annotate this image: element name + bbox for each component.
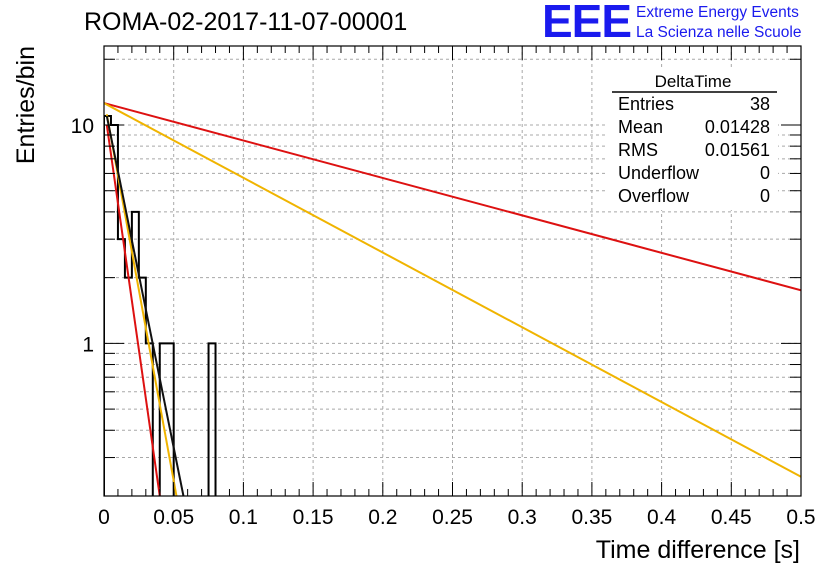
x-tick-label: 0.2: [368, 506, 397, 529]
stats-title: DeltaTime: [655, 72, 732, 91]
stats-label: Entries: [618, 94, 674, 114]
stats-value: 0: [760, 163, 770, 183]
stats-box-bg: [608, 70, 778, 210]
stats-value: 0.01428: [705, 117, 770, 137]
y-tick-labels: 1 10: [71, 115, 94, 356]
logo-line-1: Extreme Energy Events: [636, 4, 799, 21]
x-tick-label: 0.35: [571, 506, 612, 529]
fit-curve: [104, 102, 801, 478]
fit-curves: [104, 102, 801, 496]
histogram-bin: [118, 239, 125, 526]
histogram-bin: [104, 116, 111, 526]
fit-curve: [104, 102, 801, 292]
stats-value: 0.01561: [705, 140, 770, 160]
stats-label: Mean: [618, 117, 663, 137]
y-tick-label: 10: [71, 115, 94, 138]
fit-curve: [105, 124, 161, 496]
histogram-bin: [209, 343, 216, 526]
logo-mark: EEE: [542, 0, 632, 47]
x-tick-label: 0.1: [229, 506, 258, 529]
x-tick-label: 0.3: [508, 506, 537, 529]
x-tick-labels: 0 0.05 0.1 0.15 0.2 0.25 0.3 0.35 0.4 0.45 0.5: [98, 506, 815, 529]
stats-label: RMS: [618, 140, 658, 160]
x-tick-label: 0.15: [293, 506, 334, 529]
x-tick-label: 0.5: [786, 506, 815, 529]
x-axis-label: Time difference [s]: [596, 536, 800, 564]
stats-value: 38: [750, 94, 770, 114]
histogram-bin: [125, 278, 132, 526]
logo-line-2: La Scienza nelle Scuole: [636, 24, 802, 41]
histogram-bars: [104, 114, 217, 526]
axis-ticks: [103, 46, 802, 497]
stats-value: 0: [760, 186, 770, 206]
grid-lines: [104, 46, 801, 497]
y-axis-label: Entries/bin: [12, 46, 40, 164]
x-tick-label: 0: [98, 506, 110, 529]
plot-title: ROMA-02-2017-11-07-00001: [84, 8, 408, 36]
stats-label: Overflow: [618, 186, 690, 206]
x-tick-label: 0.4: [647, 506, 677, 529]
fit-curve: [105, 115, 185, 496]
stats-box: DeltaTime Entries 38 Mean 0.01428 RMS 0.01561…: [608, 70, 778, 210]
x-tick-label: 0.45: [711, 506, 752, 529]
y-tick-label: 1: [82, 333, 94, 356]
x-tick-label: 0.25: [432, 506, 473, 529]
histogram-outline: [104, 114, 217, 496]
histogram-bin: [139, 278, 146, 526]
stats-label: Underflow: [618, 163, 700, 183]
x-tick-label: 0.05: [153, 506, 194, 529]
